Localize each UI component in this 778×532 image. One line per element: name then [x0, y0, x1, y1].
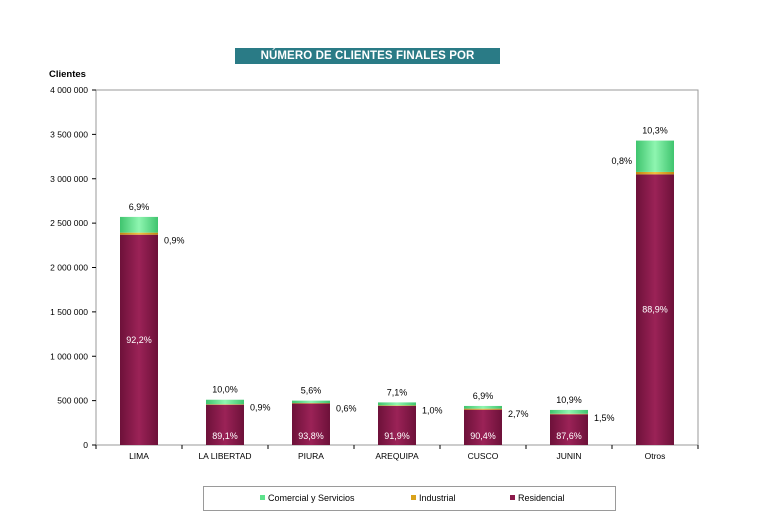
- data-label-residencial: 90,4%: [470, 431, 496, 441]
- bar-segment-comercial-y-servicios: [378, 402, 416, 406]
- bar-segment-comercial-y-servicios: [206, 399, 244, 405]
- data-label-comercial: 10,9%: [556, 395, 582, 405]
- bar-segment-comercial-y-servicios: [292, 400, 330, 404]
- bar-segment-comercial-y-servicios: [464, 405, 502, 409]
- data-label-comercial: 10,0%: [212, 385, 238, 395]
- bar-segment-industrial: [378, 405, 416, 406]
- bar-segment-residencial: [550, 414, 588, 445]
- x-tick-label: JUNIN: [556, 451, 581, 461]
- data-label-comercial: 6,9%: [473, 391, 494, 401]
- bar-segment-comercial-y-servicios: [550, 409, 588, 414]
- bar-segment-residencial: [378, 405, 416, 445]
- x-tick-label: CUSCO: [468, 451, 499, 461]
- data-label-industrial: 0,8%: [611, 156, 632, 166]
- data-label-residencial: 93,8%: [298, 431, 324, 441]
- data-label-industrial: 2,7%: [508, 409, 529, 419]
- x-axis: LIMA LA LIBERTAD PIURA AREQUIPA CUSCO JUNIN Ot…: [95, 445, 699, 461]
- data-label-industrial: 0,9%: [250, 403, 271, 413]
- legend-label-residencial: Residencial: [518, 493, 565, 503]
- bar-segment-industrial: [292, 403, 330, 404]
- y-tick-label: 3 500 000: [50, 129, 88, 139]
- x-tick-label: LIMA: [129, 451, 149, 461]
- data-label-comercial: 6,9%: [129, 202, 150, 212]
- bar-segment-residencial: [206, 404, 244, 445]
- data-label-residencial: 87,6%: [556, 431, 582, 441]
- data-label-comercial: 7,1%: [387, 387, 408, 397]
- data-label-residencial: 91,9%: [384, 431, 410, 441]
- y-axis: 0 500 000 1 000 000 1 500 000 2 000 000 2 500…: [50, 85, 96, 450]
- data-label-comercial: 10,3%: [642, 126, 668, 136]
- data-label-industrial: 1,5%: [594, 413, 615, 423]
- legend-item-residencial: Residencial: [510, 493, 565, 503]
- legend-swatch-residencial: [510, 495, 515, 501]
- bar-segment-industrial: [206, 404, 244, 405]
- bar-segment-residencial: [120, 234, 158, 445]
- y-tick-label: 4 000 000: [50, 85, 88, 95]
- bar-segment-residencial: [464, 409, 502, 445]
- y-tick-label: 2 000 000: [50, 263, 88, 273]
- legend-label-industrial: Industrial: [419, 493, 456, 503]
- data-label-industrial: 0,6%: [336, 404, 357, 414]
- legend-item-industrial: Industrial: [411, 493, 456, 503]
- bar-segment-comercial-y-servicios: [120, 216, 158, 233]
- data-label-residencial: 89,1%: [212, 431, 238, 441]
- y-tick-label: 500 000: [57, 396, 88, 406]
- x-tick-label: PIURA: [298, 451, 324, 461]
- y-tick-label: 1 500 000: [50, 307, 88, 317]
- data-label-industrial: 1,0%: [422, 405, 443, 415]
- y-tick-label: 0: [83, 440, 88, 450]
- legend-swatch-industrial: [411, 495, 416, 501]
- bar-segment-industrial: [636, 171, 674, 175]
- data-label-comercial: 5,6%: [301, 386, 322, 396]
- bar-segment-residencial: [292, 403, 330, 445]
- data-labels: 92,2% 6,9% 0,9% 89,1% 10,0% 0,9% 93,8% 5,6% 0,6%…: [126, 126, 668, 441]
- x-tick-label: LA LIBERTAD: [198, 451, 251, 461]
- bar-segment-industrial: [550, 413, 588, 415]
- data-label-residencial: 92,2%: [126, 335, 152, 345]
- x-tick-label: Otros: [645, 451, 666, 461]
- data-label-industrial: 0,9%: [164, 236, 185, 246]
- legend-label-comercial: Comercial y Servicios: [268, 493, 355, 503]
- y-tick-label: 3 000 000: [50, 174, 88, 184]
- bar-segment-industrial: [464, 408, 502, 410]
- y-axis-title: Clientes: [49, 69, 86, 80]
- x-tick-label: AREQUIPA: [375, 451, 419, 461]
- legend-item-comercial: Comercial y Servicios: [260, 493, 355, 503]
- bar-segment-residencial: [636, 174, 674, 445]
- legend: Comercial y Servicios Industrial Residen…: [203, 486, 616, 511]
- bar-segment-industrial: [120, 232, 158, 235]
- y-tick-label: 2 500 000: [50, 218, 88, 228]
- bars: [120, 140, 674, 445]
- data-label-residencial: 88,9%: [642, 305, 668, 315]
- legend-swatch-comercial: [260, 495, 265, 501]
- chart-title: NÚMERO DE CLIENTES FINALES POR SECTORES: [235, 48, 500, 78]
- y-tick-label: 1 000 000: [50, 351, 88, 361]
- bar-segment-comercial-y-servicios: [636, 140, 674, 172]
